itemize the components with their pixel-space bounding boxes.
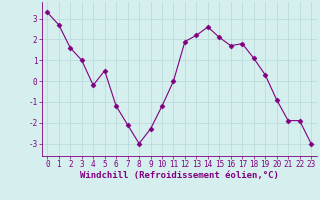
X-axis label: Windchill (Refroidissement éolien,°C): Windchill (Refroidissement éolien,°C) xyxy=(80,171,279,180)
